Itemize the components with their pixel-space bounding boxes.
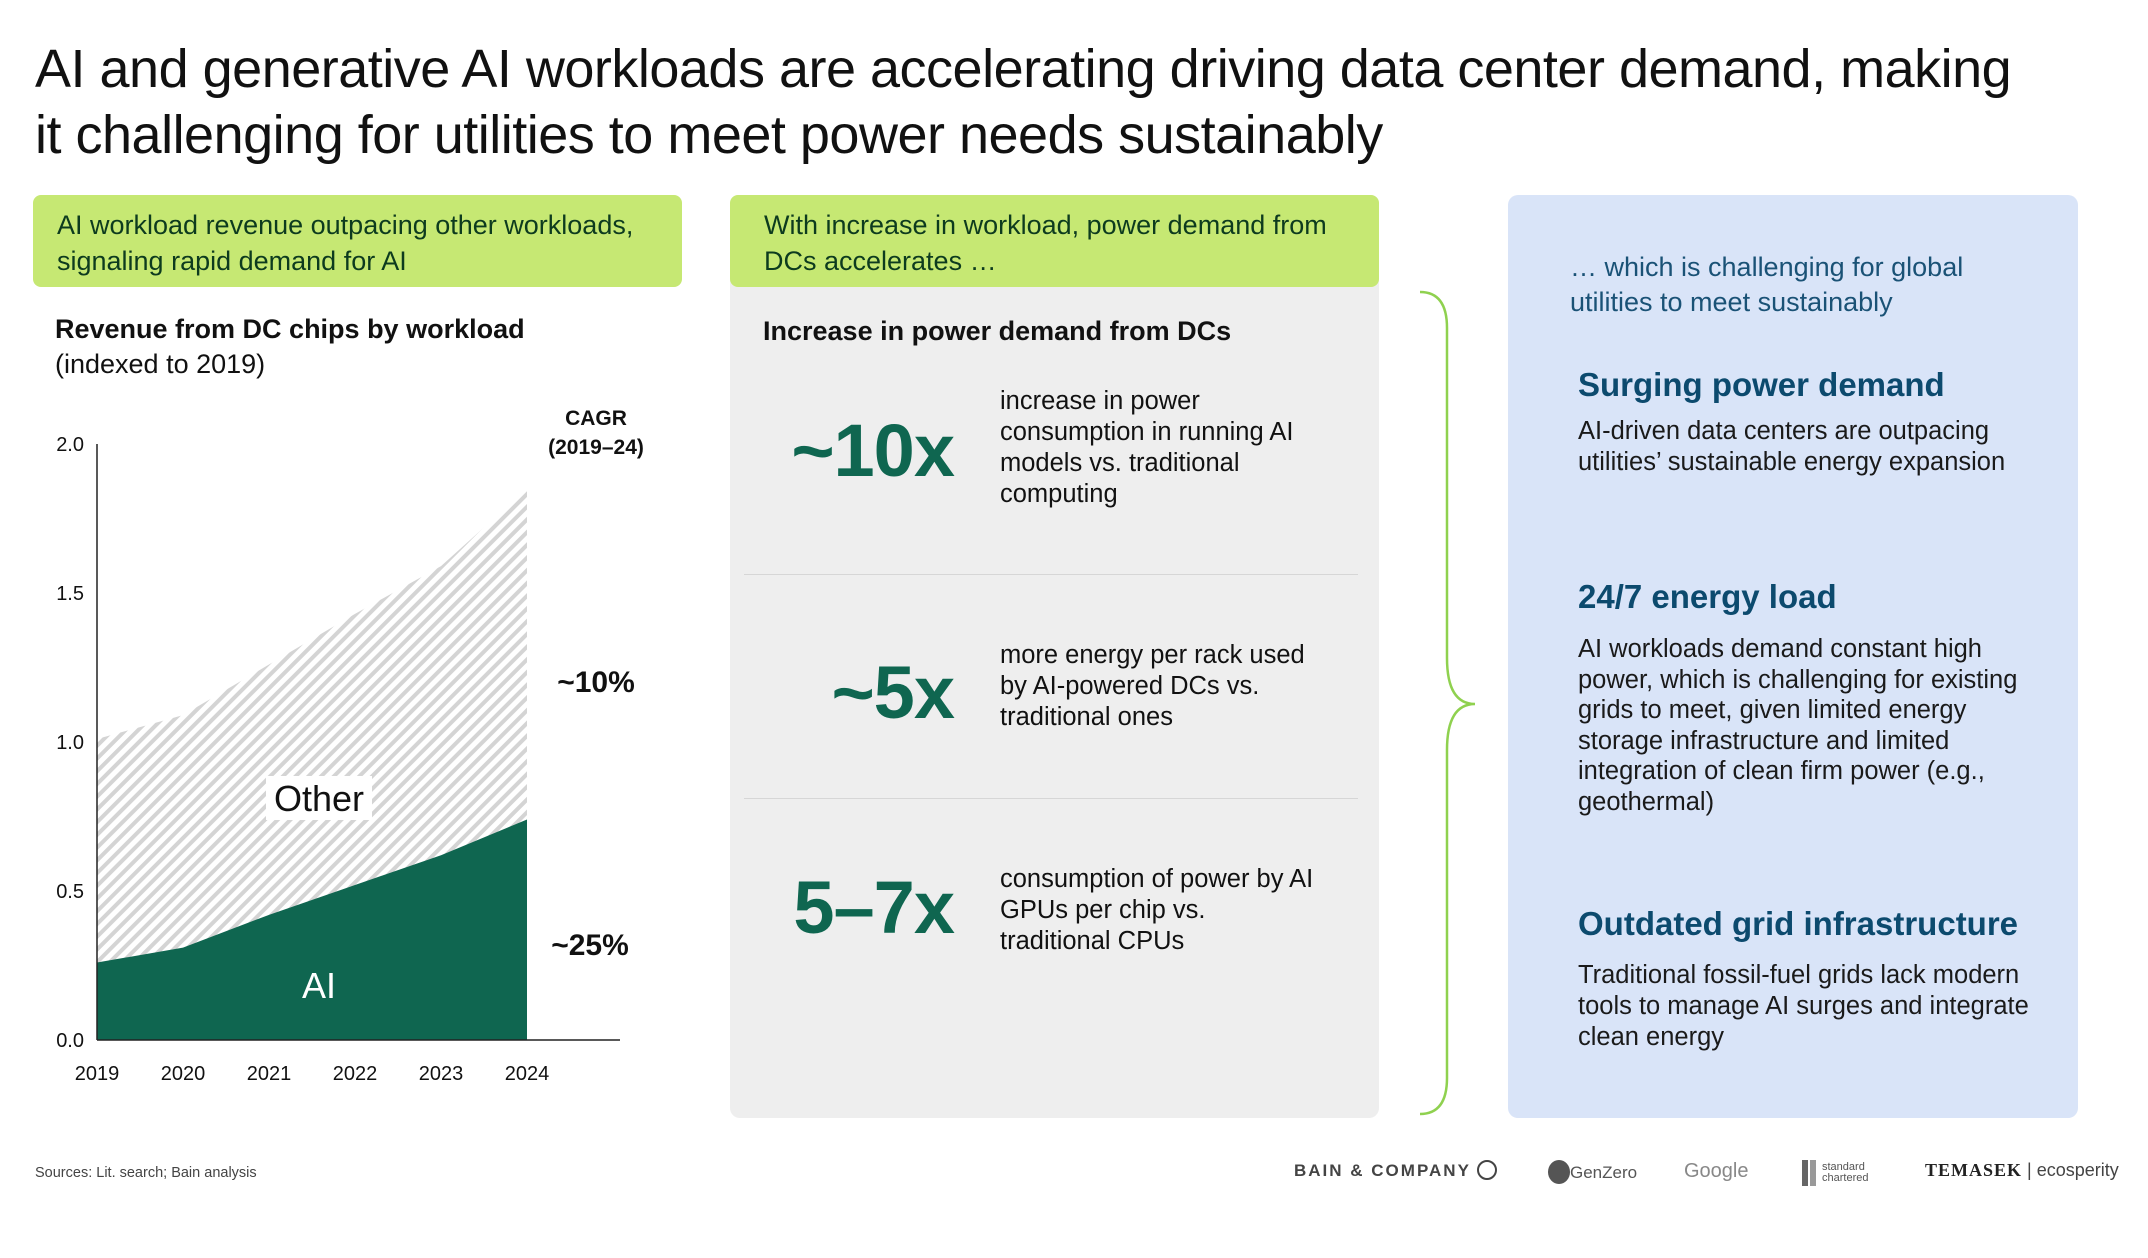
challenge-heading: 24/7 energy load <box>1578 578 1837 615</box>
cagr-period: (2019–24) <box>548 436 644 459</box>
y-tick-label: 2.0 <box>56 434 84 456</box>
challenge-body: AI-driven data centers are outpacing uti… <box>1578 417 2006 476</box>
chart-title: Revenue from DC chips by workload <box>55 314 525 344</box>
bain-compass-icon <box>1477 1160 1498 1180</box>
curly-brace-icon <box>1419 290 1476 1116</box>
divider <box>744 798 1358 799</box>
y-tick-label: 0.0 <box>56 1030 84 1052</box>
genzero-logo: GenZero <box>1548 1160 1637 1184</box>
stat-value: ~10x <box>791 409 955 492</box>
challenges-panel <box>1508 195 2078 1118</box>
divider <box>744 574 1358 575</box>
page-title: AI and generative AI workloads are accel… <box>35 39 2012 165</box>
x-tick-label: 2022 <box>333 1063 378 1085</box>
power-demand-subtitle: Increase in power demand from DCs <box>763 316 1232 346</box>
temasek-logo: TEMASEK | ecosperity <box>1925 1160 2119 1180</box>
cagr-label: CAGR <box>565 407 627 430</box>
stat-description: consumption of power by AI GPUs per chip… <box>1000 865 1314 955</box>
stat-value: 5–7x <box>793 866 955 949</box>
bain-logo: BAIN & COMPANY <box>1294 1160 1498 1181</box>
y-tick-label: 1.5 <box>56 583 84 605</box>
standard-chartered-mark-icon <box>1802 1160 1816 1186</box>
ai-area <box>97 819 527 1040</box>
cagr-other: ~10% <box>557 666 635 699</box>
x-tick-label: 2019 <box>75 1063 120 1085</box>
y-tick-label: 1.0 <box>56 732 84 754</box>
challenges-intro: … which is challenging for global utilit… <box>1570 252 1964 317</box>
series-label-ai: AI <box>302 965 336 1006</box>
google-logo: Google <box>1684 1160 1749 1182</box>
area-chart: 0.0 0.5 1.0 1.5 2.0 2019 2020 2021 2022 2023 2024 O… <box>56 434 635 1085</box>
y-tick-label: 0.5 <box>56 881 84 903</box>
x-tick-label: 2020 <box>161 1063 206 1085</box>
stat-value: ~5x <box>831 651 955 734</box>
genzero-mark-icon <box>1548 1160 1570 1184</box>
cagr-ai: ~25% <box>551 929 629 962</box>
series-label-other: Other <box>274 778 364 819</box>
power-demand-panel <box>730 195 1379 1118</box>
standard-chartered-logo: standard chartered <box>1802 1160 1892 1186</box>
cagr-header: CAGR (2019–24) <box>536 404 656 462</box>
x-tick-label: 2024 <box>505 1063 550 1085</box>
x-tick-label: 2023 <box>419 1063 464 1085</box>
x-tick-label: 2021 <box>247 1063 292 1085</box>
challenge-body: Traditional fossil-fuel grids lack moder… <box>1578 961 2029 1051</box>
middle-section-header: With increase in workload, power demand … <box>730 195 1379 287</box>
challenge-heading: Surging power demand <box>1578 366 1945 403</box>
left-section-header: AI workload revenue outpacing other work… <box>33 195 682 287</box>
challenge-body: AI workloads demand constant high power,… <box>1578 635 2018 816</box>
stat-description: more energy per rack used by AI-powered … <box>1000 641 1305 731</box>
chart-subtitle: (indexed to 2019) <box>55 349 266 379</box>
other-label-bg <box>266 776 372 820</box>
stat-description: increase in power consumption in running… <box>1000 387 1294 508</box>
challenge-heading: Outdated grid infrastructure <box>1578 905 2019 942</box>
sources-note: Sources: Lit. search; Bain analysis <box>35 1165 257 1181</box>
